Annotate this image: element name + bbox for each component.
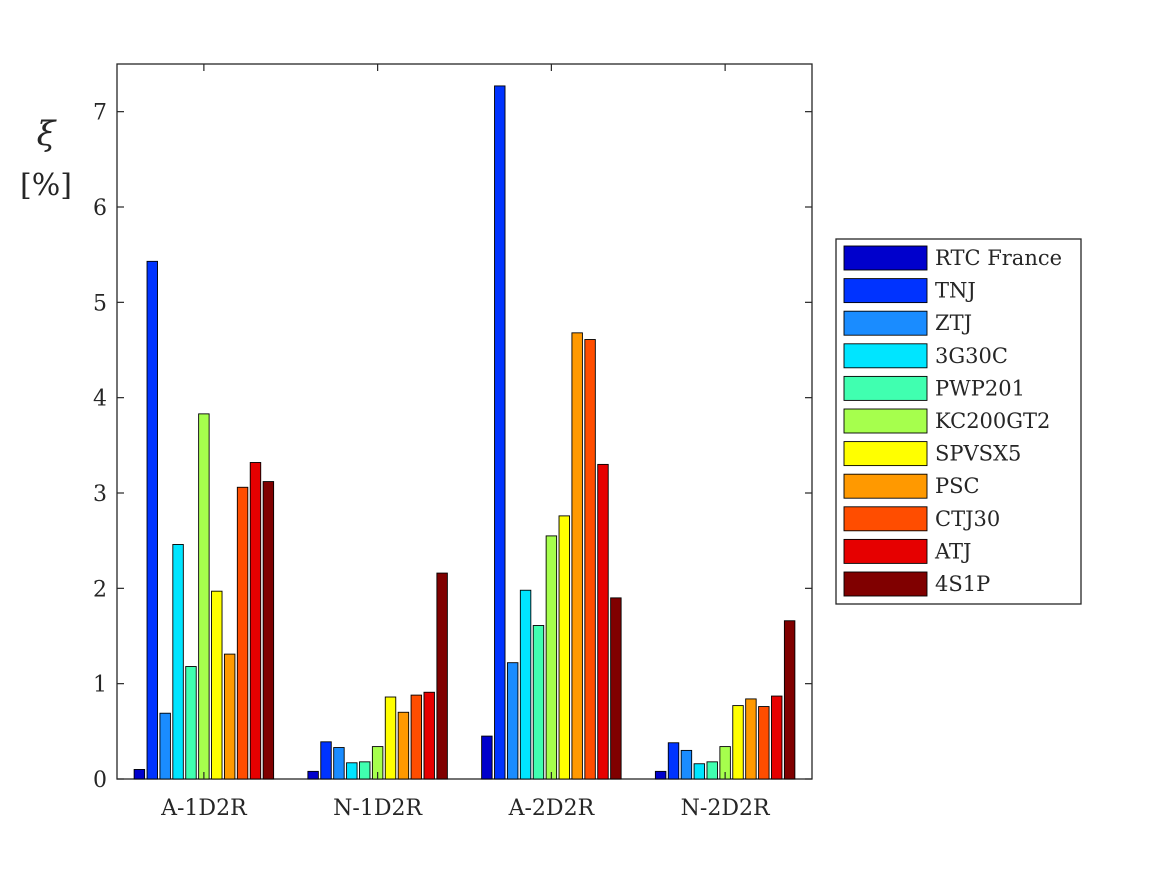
legend-swatch [843,538,928,564]
bar-pwp201-a-1d2r [185,666,197,780]
bars-layer [133,85,796,780]
legend-swatch [843,278,928,304]
y-tick-label: 5 [93,291,107,316]
y-tick-label: 6 [93,196,107,221]
y-axis-symbol: ξ [37,114,58,154]
y-axis-unit: [%] [20,168,72,203]
bar-spvsx5-a-1d2r [211,590,223,780]
legend-swatch [843,408,928,434]
legend-swatch [843,506,928,532]
bar-psc-a-1d2r [223,653,236,780]
bar-pwp201-n-1d2r [359,761,371,780]
bar-ctj30-n-1d2r [410,694,423,780]
x-tick-label: A-1D2R [160,796,248,821]
legend-label: PSC [935,474,980,498]
bar-kc200gt2-a-1d2r [198,413,210,780]
legend-swatch [843,310,928,336]
x-axis: A-1D2R N-1D2R A-2D2R N-2D2R [160,64,771,821]
bar-4s1p-n-1d2r [436,572,448,780]
y-tick-label: 1 [93,673,107,698]
bar-3g30c-n-1d2r [346,762,358,780]
x-tick-label: N-1D2R [333,796,423,821]
y-tick-label: 0 [93,768,107,793]
legend-swatch [843,245,928,271]
bar-4s1p-a-1d2r [262,481,275,780]
legend-label: 3G30C [935,344,1008,368]
y-tick-label: 7 [93,101,107,126]
legend-label: KC200GT2 [935,409,1050,433]
x-tick-label: A-2D2R [508,796,596,821]
bar-psc-a-2d2r [571,332,583,780]
bar-rtc-france-n-2d2r [654,770,667,780]
bar-ztj-n-2d2r [680,749,693,780]
bar-spvsx5-a-2d2r [558,515,570,780]
legend-label: SPVSX5 [935,442,1021,466]
bar-tnj-a-1d2r [146,260,158,780]
bar-ctj30-a-1d2r [236,486,249,780]
bar-spvsx5-n-1d2r [384,696,397,780]
legend-swatch [843,441,928,467]
bar-tnj-n-2d2r [667,742,680,780]
bar-kc200gt2-a-2d2r [545,535,558,780]
y-tick-label: 4 [93,387,107,412]
x-tick-label: N-2D2R [681,796,771,821]
bar-ztj-a-1d2r [159,712,171,780]
bar-3g30c-a-1d2r [172,544,184,780]
legend-label: ZTJ [935,311,972,335]
bar-3g30c-n-2d2r [693,763,706,780]
bar-pwp201-n-2d2r [706,761,718,780]
bar-rtc-france-a-1d2r [133,769,146,780]
y-axis: 0 1 2 3 4 5 6 7 [93,101,812,793]
bar-rtc-france-n-1d2r [307,770,319,780]
legend-label: ATJ [934,539,971,563]
bar-ztj-n-1d2r [333,747,345,780]
legend-label: PWP201 [935,376,1025,400]
bar-atj-a-1d2r [249,462,262,780]
bar-rtc-france-a-2d2r [481,735,493,780]
bar-tnj-a-2d2r [494,85,506,780]
bar-pwp201-a-2d2r [532,625,545,780]
bar-atj-n-1d2r [423,691,435,780]
bar-ztj-a-2d2r [506,662,519,780]
bar-psc-n-1d2r [397,711,410,780]
legend: RTC France TNJ ZTJ 3G30C PWP201 KC200GT2 SPVSX… [835,238,1082,605]
bar-psc-n-2d2r [745,698,757,780]
bar-atj-a-2d2r [597,463,609,780]
y-axis-label: ξ [%] [20,114,72,203]
bar-spvsx5-n-2d2r [732,705,744,780]
bar-ctj30-a-2d2r [584,339,596,780]
bar-tnj-n-1d2r [320,741,332,780]
legend-swatch [843,473,928,499]
legend-swatch [843,375,928,401]
legend-label: RTC France [935,246,1062,270]
bar-4s1p-n-2d2r [783,620,796,780]
bar-ctj30-n-2d2r [758,706,770,780]
legend-swatch [843,571,928,597]
legend-label: 4S1P [935,572,990,596]
legend-label: CTJ30 [935,507,1000,531]
y-tick-label: 3 [93,482,107,507]
y-tick-label: 2 [93,577,107,602]
legend-label: TNJ [935,279,976,303]
legend-swatch [843,343,928,369]
bar-3g30c-a-2d2r [519,589,532,780]
bar-4s1p-a-2d2r [610,597,622,780]
bar-atj-n-2d2r [771,695,783,780]
